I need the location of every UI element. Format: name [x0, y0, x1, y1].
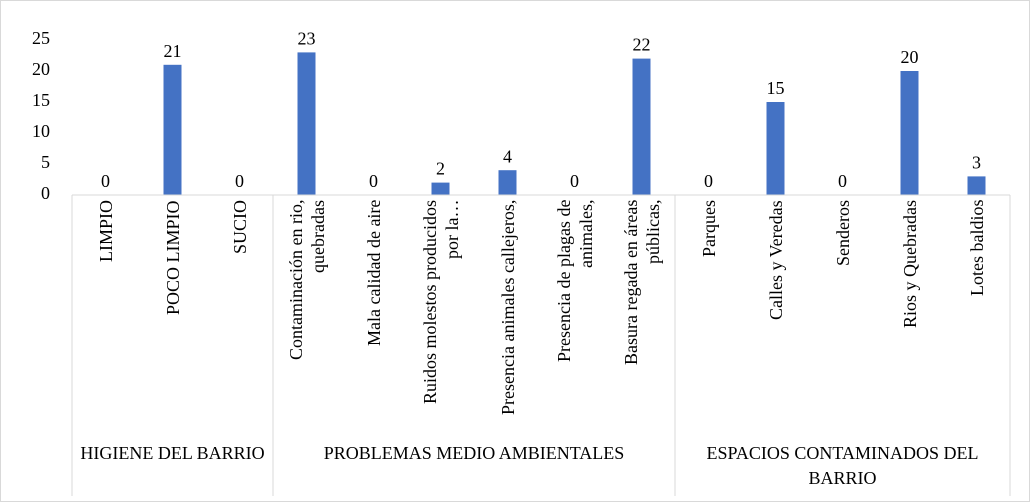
x-tick-label: Calles y Veredas	[765, 200, 786, 320]
bar	[297, 52, 316, 196]
x-tick-label: Parques	[698, 200, 719, 257]
y-tick-label: 25	[32, 28, 50, 48]
x-tick-label: LIMPIO	[95, 200, 116, 262]
y-tick-label: 10	[32, 121, 50, 141]
bar	[632, 58, 651, 195]
x-tick-label: Contaminación en rio, quebradas	[285, 200, 328, 361]
bar	[163, 64, 182, 195]
y-tick-label: 0	[41, 183, 50, 203]
group-label: PROBLEMAS MEDIO AMBIENTALES	[323, 443, 625, 463]
x-tick-label: Senderos	[832, 200, 853, 266]
data-label: 21	[164, 41, 182, 61]
x-tick-label: Ruidos molestos producidos por la…	[419, 200, 462, 405]
x-tick-label: Rios y Quebradas	[899, 200, 920, 328]
data-label: 2	[436, 159, 445, 179]
data-label: 22	[633, 35, 651, 55]
group-label: HIGIENE DEL BARRIO	[80, 443, 265, 463]
data-label: 4	[503, 146, 512, 166]
x-tick-label: POCO LIMPIO	[162, 200, 183, 315]
data-label: 0	[101, 171, 110, 191]
data-label: 0	[570, 171, 579, 191]
data-label: 0	[235, 171, 244, 191]
data-label: 0	[838, 171, 847, 191]
data-label: 15	[767, 78, 785, 98]
x-tick-label: Presencia de plagas de animales,	[553, 200, 596, 363]
bar	[900, 71, 919, 195]
x-tick-label: Basura regada en áreas públicas,	[620, 200, 663, 366]
data-label: 0	[369, 171, 378, 191]
bar	[967, 176, 986, 195]
x-tick-label: Mala calidad de aire	[363, 200, 384, 347]
data-label: 0	[704, 171, 713, 191]
bar	[766, 102, 785, 195]
data-label: 23	[298, 29, 316, 49]
bar	[431, 182, 450, 195]
data-label: 20	[901, 47, 919, 67]
y-tick-label: 20	[32, 59, 50, 79]
x-tick-label: Lotes baldios	[966, 200, 987, 297]
data-label: 3	[972, 153, 981, 173]
y-tick-label: 15	[32, 90, 50, 110]
group-label: ESPACIOS CONTAMINADOS DEL BARRIO	[706, 443, 979, 488]
x-tick-label: SUCIO	[229, 200, 250, 255]
x-tick-label: Presencia animales callejeros,	[497, 200, 518, 416]
y-tick-label: 5	[41, 152, 50, 172]
bar	[498, 170, 517, 195]
